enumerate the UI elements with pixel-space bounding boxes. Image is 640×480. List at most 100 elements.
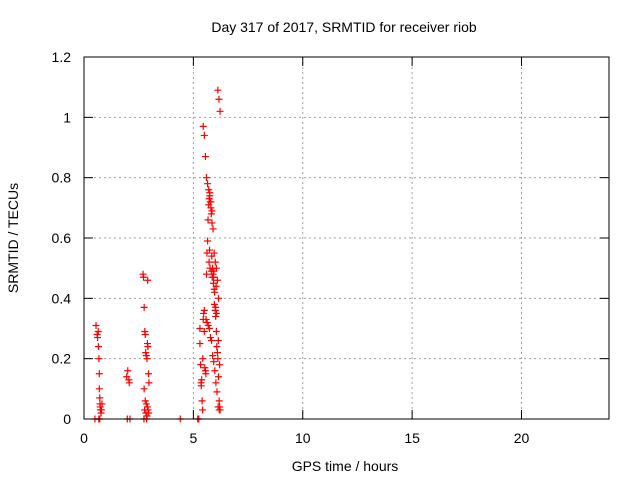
data-point <box>201 364 209 372</box>
data-point <box>98 400 106 408</box>
grid <box>84 57 609 419</box>
data-point <box>145 370 153 378</box>
data-point <box>204 216 212 224</box>
data-point <box>203 318 211 326</box>
data-point <box>206 246 214 254</box>
data-point <box>144 276 152 284</box>
data-point <box>124 367 132 375</box>
data-point <box>200 306 208 314</box>
y-tick-label: 0.2 <box>52 351 72 367</box>
data-point <box>140 273 147 281</box>
data-point <box>143 355 151 363</box>
data-point <box>208 273 216 281</box>
data-point <box>94 328 102 336</box>
data-point <box>213 388 221 396</box>
data-point <box>141 397 149 405</box>
data-point <box>204 237 212 245</box>
data-point <box>213 343 221 351</box>
y-tick-label: 0 <box>63 411 71 427</box>
data-point <box>216 361 224 369</box>
data-point <box>211 258 219 266</box>
data-point <box>215 397 223 405</box>
data-point <box>205 325 213 332</box>
data-point <box>199 355 207 363</box>
data-point <box>205 186 213 194</box>
data-point <box>95 355 103 363</box>
y-tick-label: 1 <box>63 109 71 125</box>
data-point <box>203 174 210 182</box>
data-point <box>200 328 208 336</box>
data-point <box>145 409 153 417</box>
data-point <box>212 282 220 290</box>
x-tick-label: 10 <box>295 430 311 446</box>
data-point <box>96 394 104 402</box>
y-tick-label: 0.4 <box>52 290 72 306</box>
data-point <box>208 337 216 345</box>
data-point <box>207 210 215 218</box>
data-point <box>215 95 223 103</box>
data-point <box>142 400 150 408</box>
data-point <box>92 321 100 329</box>
data-point <box>214 355 222 363</box>
data-point <box>95 370 103 378</box>
x-tick-label: 15 <box>404 430 420 446</box>
data-point <box>212 328 220 336</box>
data-point <box>142 349 150 357</box>
x-tick-label: 0 <box>80 430 88 446</box>
data-point <box>208 219 216 227</box>
data-point <box>209 225 217 233</box>
data-point <box>198 376 206 384</box>
data-point <box>208 252 216 260</box>
data-points <box>91 86 224 423</box>
data-point <box>210 300 218 308</box>
data-point <box>94 343 102 351</box>
data-point <box>214 86 222 94</box>
data-point <box>211 288 219 296</box>
data-point <box>211 367 219 375</box>
data-point <box>213 276 221 284</box>
data-point <box>144 406 152 414</box>
data-point <box>95 385 103 393</box>
data-point <box>210 267 218 275</box>
data-point <box>202 315 210 323</box>
x-axis-label: GPS time / hours <box>292 458 399 474</box>
data-point <box>212 303 220 311</box>
x-tick-label: 5 <box>189 430 197 446</box>
data-point <box>214 337 222 345</box>
data-point <box>199 406 207 414</box>
data-point <box>210 358 218 366</box>
data-point <box>144 343 152 351</box>
data-point <box>197 361 205 369</box>
data-point <box>141 331 149 339</box>
chart-title: Day 317 of 2017, SRMTID for receiver rio… <box>211 19 477 35</box>
data-point <box>197 382 205 390</box>
data-point <box>215 406 223 414</box>
y-tick-label: 0.8 <box>52 170 72 186</box>
data-point <box>212 379 220 387</box>
data-point <box>215 373 223 381</box>
data-point <box>206 189 214 197</box>
data-point <box>125 379 133 387</box>
data-point <box>196 325 204 332</box>
data-point <box>206 334 214 342</box>
data-point <box>205 258 213 266</box>
data-point <box>203 270 210 278</box>
data-point <box>142 352 150 360</box>
data-point <box>140 385 148 393</box>
data-point <box>200 309 208 317</box>
data-point <box>204 321 212 329</box>
data-point <box>98 406 105 414</box>
data-point <box>198 397 206 405</box>
data-point <box>214 403 222 411</box>
data-point <box>200 131 208 139</box>
data-point <box>94 334 102 342</box>
data-point <box>212 312 220 320</box>
data-point <box>204 180 212 188</box>
data-point <box>145 379 153 387</box>
data-point <box>201 153 209 161</box>
data-point <box>207 198 215 206</box>
data-point <box>213 309 221 317</box>
data-point <box>206 264 214 272</box>
data-point <box>199 122 207 130</box>
